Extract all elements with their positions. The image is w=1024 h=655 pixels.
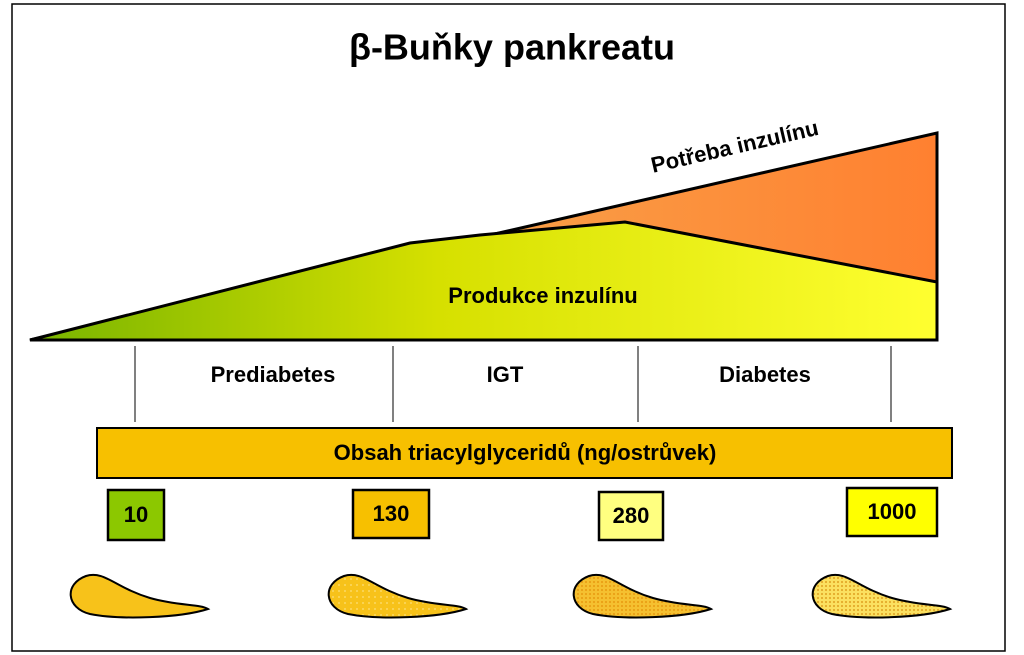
stage-label: Diabetes	[719, 362, 811, 387]
value-box	[845, 486, 939, 538]
value-box	[351, 488, 431, 540]
value-box	[106, 488, 166, 542]
value-text: 280	[613, 503, 650, 528]
value-text: 130	[373, 501, 410, 526]
production-label: Produkce inzulínu	[448, 283, 637, 308]
production-area	[29, 220, 939, 342]
tg-bar-label: Obsah triacylglyceridů (ng/ostrůvek)	[334, 440, 717, 465]
value-box	[597, 490, 665, 542]
stage-label: IGT	[487, 362, 524, 387]
frame	[11, 3, 1006, 652]
dividers	[134, 346, 892, 422]
stage-label: Prediabetes	[211, 362, 336, 387]
title: β-Buňky pankreatu	[349, 27, 675, 68]
islets	[69, 573, 953, 619]
value-text: 1000	[868, 499, 917, 524]
tg-bar	[96, 427, 953, 479]
value-text: 10	[124, 502, 148, 527]
